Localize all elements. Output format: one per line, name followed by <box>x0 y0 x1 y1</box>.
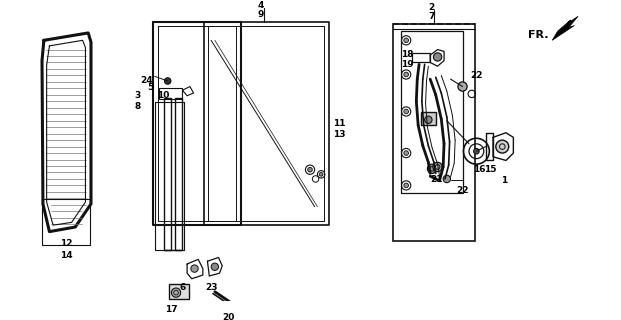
Text: 9: 9 <box>258 10 265 19</box>
Bar <box>401 31 463 193</box>
Circle shape <box>427 164 437 173</box>
Circle shape <box>474 148 479 154</box>
Circle shape <box>191 265 198 272</box>
Text: 6: 6 <box>179 283 186 292</box>
Text: 13: 13 <box>333 130 346 139</box>
Circle shape <box>234 304 242 311</box>
Circle shape <box>443 175 450 183</box>
Text: 20: 20 <box>222 313 235 320</box>
Circle shape <box>165 78 171 84</box>
Circle shape <box>433 53 442 61</box>
Bar <box>421 112 436 125</box>
Circle shape <box>425 116 432 124</box>
Text: 17: 17 <box>165 305 178 314</box>
Bar <box>393 24 474 241</box>
Text: 16: 16 <box>473 165 485 174</box>
Circle shape <box>404 183 409 188</box>
Circle shape <box>171 288 181 297</box>
Text: 3: 3 <box>134 91 141 100</box>
Circle shape <box>308 167 312 172</box>
Text: 15: 15 <box>484 165 497 174</box>
Text: 21: 21 <box>430 175 443 184</box>
Text: 22: 22 <box>470 71 483 80</box>
Circle shape <box>496 140 509 153</box>
Circle shape <box>404 151 409 156</box>
Text: FR.: FR. <box>528 30 548 40</box>
Circle shape <box>458 82 467 91</box>
Text: 24: 24 <box>140 76 153 85</box>
Text: 8: 8 <box>134 102 141 111</box>
Circle shape <box>319 172 323 176</box>
Bar <box>412 53 430 62</box>
Bar <box>169 284 189 299</box>
Text: 5: 5 <box>147 83 153 92</box>
Text: 19: 19 <box>401 60 413 69</box>
Circle shape <box>211 263 219 270</box>
Text: 11: 11 <box>333 119 346 128</box>
Text: 10: 10 <box>156 91 169 100</box>
Text: 22: 22 <box>456 186 469 195</box>
Text: 4: 4 <box>258 1 265 10</box>
Circle shape <box>404 72 409 77</box>
Circle shape <box>404 109 409 114</box>
Circle shape <box>404 38 409 43</box>
Bar <box>164 98 171 250</box>
Text: 12: 12 <box>60 239 72 248</box>
Text: 7: 7 <box>428 12 434 21</box>
Circle shape <box>433 162 442 172</box>
Bar <box>175 98 183 250</box>
Text: 14: 14 <box>60 251 73 260</box>
Text: 18: 18 <box>401 50 413 59</box>
Bar <box>160 88 183 100</box>
Text: 23: 23 <box>205 283 217 292</box>
Bar <box>42 199 90 245</box>
Text: 1: 1 <box>501 176 507 185</box>
Text: 2: 2 <box>428 3 434 12</box>
Polygon shape <box>552 16 578 40</box>
